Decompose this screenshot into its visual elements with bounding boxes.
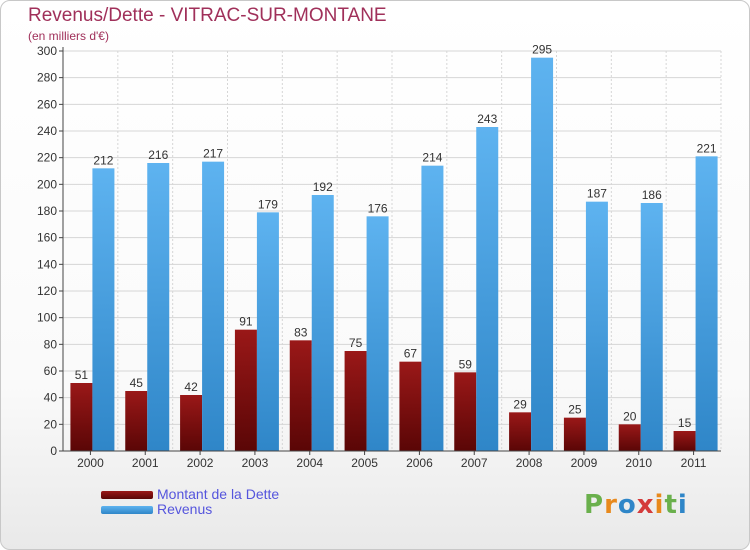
legend: Montant de la Dette Revenus — [101, 487, 279, 517]
legend-swatch-dette — [101, 491, 153, 500]
data-label-revenus: 212 — [93, 153, 113, 167]
data-label-dette: 42 — [184, 380, 198, 394]
y-tick-label: 300 — [37, 44, 57, 58]
data-label-dette: 67 — [404, 347, 418, 361]
y-tick-label: 60 — [44, 364, 58, 378]
proxiti-logo: Proxiti — [584, 490, 688, 520]
data-label-revenus: 187 — [587, 187, 607, 201]
bar-revenus — [147, 163, 170, 451]
data-label-revenus: 243 — [477, 112, 497, 126]
data-label-dette: 91 — [239, 315, 253, 329]
data-label-dette: 29 — [513, 397, 527, 411]
legend-item-revenus: Revenus — [101, 502, 279, 517]
y-tick-label: 260 — [37, 97, 57, 111]
x-tick-label: 2003 — [242, 456, 269, 470]
bar-dette — [344, 351, 367, 451]
logo-letter: o — [617, 490, 637, 520]
x-tick-label: 2009 — [571, 456, 598, 470]
x-tick-label: 2001 — [132, 456, 159, 470]
bar-revenus — [256, 212, 279, 451]
bar-dette — [673, 431, 696, 451]
bar-revenus — [311, 195, 334, 451]
data-label-dette: 51 — [75, 368, 89, 382]
y-tick-label: 0 — [50, 444, 57, 458]
data-label-revenus: 192 — [313, 180, 333, 194]
chart-subtitle: (en milliers d'€) — [28, 29, 109, 43]
chart-title: Revenus/Dette - VITRAC-SUR-MONTANE — [28, 5, 387, 26]
x-tick-label: 2011 — [681, 456, 707, 470]
data-label-dette: 20 — [623, 409, 637, 423]
y-tick-label: 160 — [37, 231, 57, 245]
data-label-dette: 59 — [459, 357, 473, 371]
x-tick-label: 2006 — [406, 456, 433, 470]
data-label-revenus: 186 — [642, 188, 662, 202]
y-tick-label: 100 — [37, 311, 57, 325]
legend-swatch-revenus — [101, 506, 153, 515]
y-tick-label: 240 — [37, 124, 57, 138]
bar-revenus — [640, 203, 663, 451]
logo-letter: t — [664, 490, 678, 520]
data-label-revenus: 176 — [368, 201, 388, 215]
bar-revenus — [366, 216, 389, 451]
bar-revenus — [531, 57, 554, 452]
data-label-dette: 25 — [568, 403, 582, 417]
bar-dette — [454, 372, 477, 451]
data-label-revenus: 221 — [697, 141, 717, 155]
x-tick-label: 2008 — [516, 456, 543, 470]
y-tick-label: 40 — [44, 391, 58, 405]
legend-label-dette: Montant de la Dette — [157, 486, 280, 502]
bar-revenus — [476, 127, 499, 451]
logo-letter: r — [604, 490, 618, 520]
data-label-revenus: 217 — [203, 147, 223, 161]
y-tick-label: 180 — [37, 204, 57, 218]
x-tick-label: 2002 — [187, 456, 214, 470]
bar-dette — [70, 383, 93, 451]
data-label-dette: 45 — [130, 376, 144, 390]
data-label-revenus: 214 — [422, 151, 442, 165]
bar-dette — [289, 340, 312, 451]
bar-dette — [234, 329, 257, 451]
data-label-dette: 75 — [349, 336, 363, 350]
bar-revenus — [92, 168, 115, 452]
y-tick-label: 220 — [37, 151, 57, 165]
logo-letter: i — [654, 490, 665, 520]
data-label-revenus: 216 — [148, 148, 168, 162]
bar-dette — [125, 391, 148, 451]
y-tick-label: 80 — [44, 337, 58, 351]
bar-revenus — [695, 156, 718, 452]
x-tick-label: 2004 — [296, 456, 323, 470]
y-tick-label: 120 — [37, 284, 57, 298]
data-label-revenus: 295 — [532, 43, 552, 57]
x-tick-label: 2010 — [625, 456, 652, 470]
bar-revenus — [202, 161, 225, 451]
y-tick-label: 20 — [44, 417, 58, 431]
y-tick-label: 280 — [37, 71, 57, 85]
x-tick-label: 2007 — [461, 456, 488, 470]
legend-label-revenus: Revenus — [157, 501, 213, 517]
data-label-revenus: 179 — [258, 197, 278, 211]
bar-dette — [563, 417, 586, 451]
logo-letter: x — [636, 490, 655, 520]
bar-revenus — [421, 165, 444, 451]
y-tick-label: 140 — [37, 257, 57, 271]
bar-dette — [618, 424, 641, 451]
x-tick-label: 2000 — [77, 456, 104, 470]
bar-revenus — [585, 201, 608, 451]
logo-letter: P — [584, 490, 605, 520]
legend-item-dette: Montant de la Dette — [101, 487, 279, 502]
data-label-dette: 83 — [294, 325, 308, 339]
data-label-dette: 15 — [678, 416, 692, 430]
bar-dette — [399, 361, 422, 451]
x-tick-label: 2005 — [351, 456, 378, 470]
bar-dette — [509, 412, 532, 451]
y-tick-label: 200 — [37, 177, 57, 191]
logo-letter: i — [677, 490, 688, 520]
bar-dette — [180, 395, 203, 451]
